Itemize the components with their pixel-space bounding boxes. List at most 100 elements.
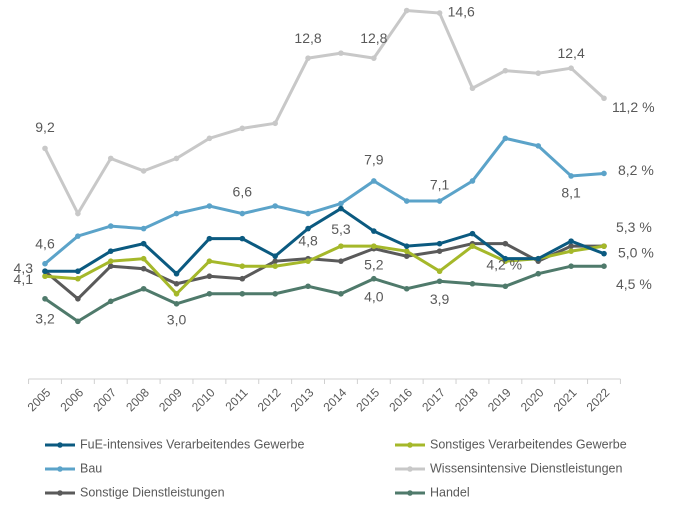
data-label: 4,1 xyxy=(14,271,34,287)
point xyxy=(502,255,509,262)
point xyxy=(502,283,509,290)
x-tick-label: 2007 xyxy=(90,385,119,414)
x-tick-label: 2022 xyxy=(584,385,613,414)
x-tick-label: 2021 xyxy=(551,385,580,414)
x-tick-label: 2015 xyxy=(353,385,382,414)
legend-marker xyxy=(407,442,413,448)
point xyxy=(272,253,278,259)
point xyxy=(75,233,81,239)
point xyxy=(436,268,443,275)
point xyxy=(436,10,443,16)
legend-label: Sonstige Dienstleistungen xyxy=(80,485,225,499)
data-label: 4,0 xyxy=(364,288,384,304)
point xyxy=(173,270,180,277)
point xyxy=(42,145,48,152)
legend-label: FuE-intensives Verarbeitendes Gewerbe xyxy=(80,437,304,451)
data-label: 4,3 xyxy=(14,260,34,276)
point xyxy=(272,120,278,127)
point xyxy=(371,275,377,282)
point xyxy=(140,225,147,232)
x-tick-label: 2019 xyxy=(485,385,514,414)
x-tick-label: 2011 xyxy=(223,385,251,413)
point xyxy=(403,248,410,254)
point xyxy=(272,203,278,209)
point xyxy=(75,210,81,217)
point xyxy=(206,203,213,209)
x-tick-label: 2005 xyxy=(25,385,54,414)
legend-label: Bau xyxy=(80,461,102,475)
point xyxy=(206,273,213,280)
point xyxy=(436,198,443,204)
point xyxy=(436,240,443,247)
point xyxy=(107,298,114,305)
data-label: 7,1 xyxy=(430,177,450,193)
point xyxy=(107,248,114,254)
legend-marker xyxy=(57,490,63,496)
point xyxy=(42,273,48,280)
point xyxy=(338,243,344,249)
data-label: 5,2 xyxy=(364,256,384,272)
point xyxy=(535,143,542,149)
point xyxy=(206,258,213,264)
point xyxy=(371,178,377,184)
point xyxy=(436,278,443,285)
point xyxy=(42,295,48,302)
point xyxy=(107,258,114,264)
point xyxy=(140,285,147,292)
point xyxy=(535,270,542,277)
data-label: 8,2 % xyxy=(618,162,654,178)
legend-marker xyxy=(407,490,413,496)
point xyxy=(305,210,311,217)
point xyxy=(371,228,377,234)
point xyxy=(469,243,476,249)
series-line xyxy=(44,244,605,296)
data-label: 6,6 xyxy=(233,183,253,199)
point xyxy=(206,290,213,297)
point xyxy=(338,258,344,264)
point xyxy=(239,125,246,132)
legend-marker xyxy=(407,466,413,472)
point xyxy=(568,263,574,270)
point xyxy=(107,223,114,229)
legend-label: Wissensintensive Dienstleistungen xyxy=(430,461,623,475)
data-label: 8,1 xyxy=(561,185,581,201)
point xyxy=(338,205,344,212)
x-tick-label: 2016 xyxy=(386,385,415,414)
point xyxy=(173,210,180,217)
point xyxy=(568,238,574,244)
point xyxy=(338,200,344,207)
data-label: 5,3 % xyxy=(616,219,652,235)
legend-label: Handel xyxy=(430,485,470,499)
data-label: 4,8 xyxy=(298,232,318,248)
point xyxy=(338,290,344,297)
x-tick-label: 2014 xyxy=(321,385,350,414)
point xyxy=(173,301,180,307)
point xyxy=(140,168,147,174)
point xyxy=(140,265,147,272)
point xyxy=(107,155,114,162)
point xyxy=(42,268,48,275)
legend-marker xyxy=(57,466,63,472)
point xyxy=(173,280,180,287)
point xyxy=(239,290,246,297)
point xyxy=(305,225,311,232)
x-tick-label: 2009 xyxy=(156,385,185,414)
point xyxy=(272,263,278,270)
point xyxy=(601,263,607,270)
point xyxy=(436,248,443,254)
point xyxy=(502,135,509,142)
legend-marker xyxy=(57,442,63,448)
data-label: 9,2 xyxy=(35,119,55,135)
point xyxy=(469,280,476,287)
point xyxy=(239,235,246,242)
point xyxy=(140,255,147,262)
x-tick-label: 2017 xyxy=(419,385,448,414)
point xyxy=(305,55,311,61)
x-tick-label: 2010 xyxy=(189,385,218,414)
point xyxy=(206,235,213,242)
point xyxy=(601,243,607,249)
point xyxy=(403,198,410,204)
x-tick-label: 2018 xyxy=(452,385,481,414)
point xyxy=(305,258,311,264)
